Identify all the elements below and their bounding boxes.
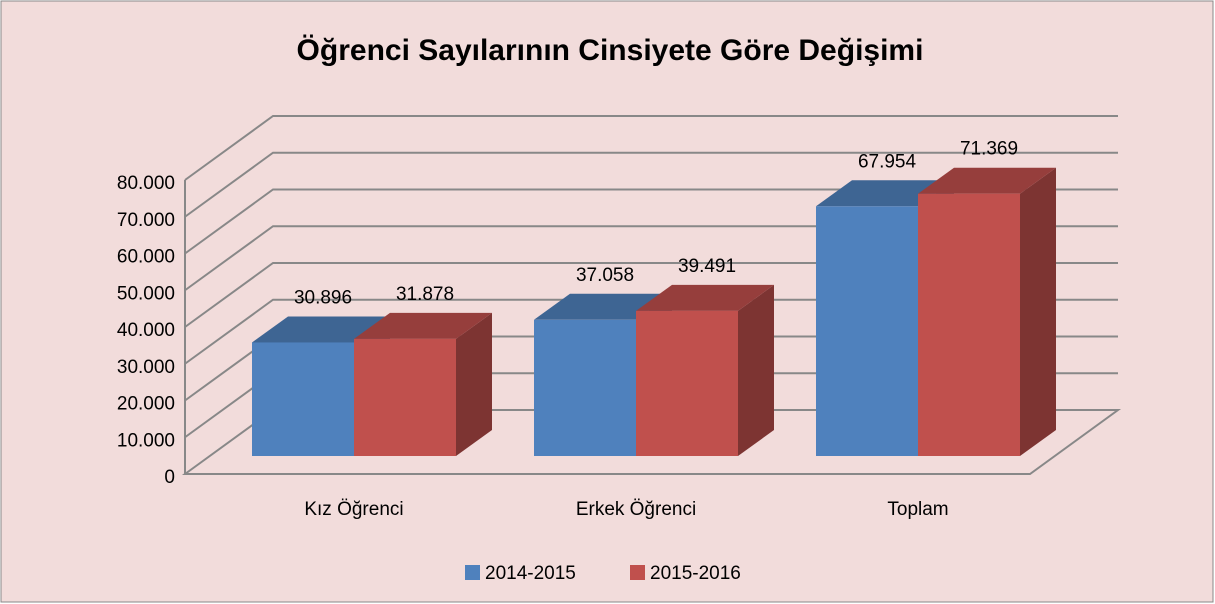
bar-top — [636, 284, 774, 311]
y-tick-label: 10.000 — [117, 430, 175, 451]
y-tick-label: 80.000 — [117, 173, 175, 194]
y-tick-label: 60.000 — [117, 247, 175, 268]
bar-top — [252, 316, 390, 343]
data-label: 30.896 — [294, 287, 352, 308]
data-label: 39.491 — [678, 256, 736, 277]
x-tick-label: Kız Öğrenci — [304, 499, 403, 520]
bar-front — [918, 193, 1020, 456]
bar-front — [354, 338, 456, 456]
bar-front — [636, 310, 738, 456]
bar-top — [918, 167, 1056, 194]
grid-line — [184, 188, 1118, 255]
x-tick-label: Toplam — [887, 499, 948, 520]
bar-side — [456, 312, 492, 456]
chart-title: Öğrenci Sayılarının Cinsiyete Göre Değiş… — [297, 34, 924, 67]
bar-front — [534, 319, 636, 456]
y-tick-label: 40.000 — [117, 320, 175, 341]
x-tick-label: Erkek Öğrenci — [576, 499, 696, 520]
y-tick-label: 30.000 — [117, 357, 175, 378]
y-tick-label: 70.000 — [117, 210, 175, 231]
data-label: 67.954 — [858, 151, 917, 172]
data-label: 37.058 — [576, 265, 634, 286]
y-tick-label: 0 — [164, 467, 175, 488]
data-label: 71.369 — [960, 139, 1018, 160]
bar-front — [252, 342, 354, 456]
bar-side — [1020, 167, 1056, 456]
floor — [181, 409, 1122, 475]
bar — [354, 312, 492, 456]
legend-label: 2014-2015 — [485, 563, 576, 584]
bar-front — [816, 206, 918, 456]
y-tick-label: 50.000 — [117, 283, 175, 304]
bar — [918, 167, 1056, 456]
bar — [636, 284, 774, 456]
bar-side — [738, 284, 774, 456]
data-label: 31.878 — [396, 284, 454, 305]
grid-line — [184, 115, 1118, 181]
legend-swatch — [465, 565, 480, 580]
y-tick-label: 20.000 — [117, 394, 175, 415]
grid-line — [184, 151, 1118, 218]
legend-swatch — [630, 565, 645, 580]
bar-top — [354, 312, 492, 339]
legend-label: 2015-2016 — [650, 563, 741, 584]
